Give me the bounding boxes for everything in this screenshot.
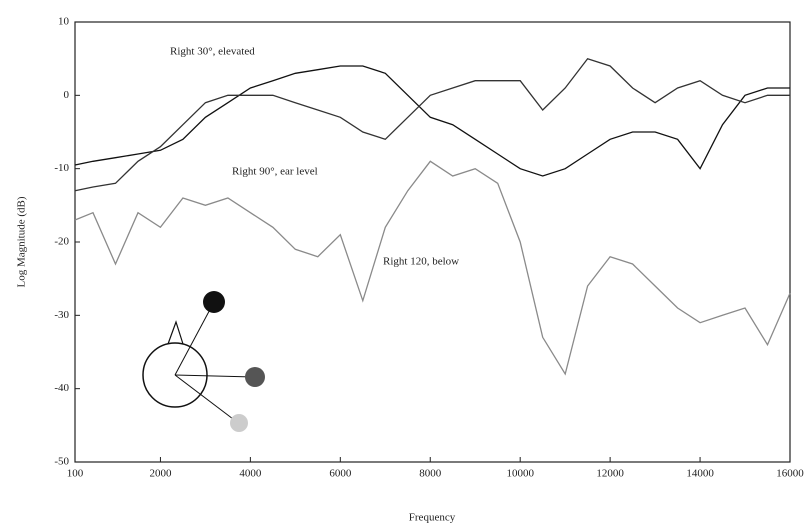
x-axis-label: Frequency [409, 512, 456, 524]
direction-line [174, 374, 238, 423]
inset-diagram [142, 291, 265, 432]
head-circle [142, 342, 208, 408]
nose [167, 320, 184, 345]
source-dot [245, 367, 265, 387]
direction-line [174, 301, 215, 376]
x-tick-label: 6000 [329, 468, 352, 480]
source-dot [230, 414, 248, 432]
series-label: Right 90°, ear level [232, 166, 318, 178]
source-dot [203, 291, 225, 313]
x-tick-label: 100 [67, 468, 84, 480]
series-line [74, 65, 790, 177]
series-label: Right 30°, elevated [170, 46, 255, 58]
x-tick-label: 16000 [776, 468, 804, 480]
x-tick-label: 8000 [419, 468, 442, 480]
y-tick-label: -50 [54, 456, 69, 468]
x-tick-label: 12000 [596, 468, 624, 480]
y-tick-label: 10 [58, 16, 70, 28]
series-line [74, 160, 791, 376]
x-tick-label: 14000 [686, 468, 714, 480]
x-tick-label: 4000 [239, 468, 262, 480]
x-tick-label: 2000 [149, 468, 172, 480]
x-tick-label: 10000 [506, 468, 534, 480]
series-label: Right 120, below [383, 256, 459, 268]
y-tick-label: -40 [54, 382, 69, 394]
y-tick-label: 0 [64, 89, 70, 101]
y-axis-label: Log Magnitude (dB) [16, 196, 28, 287]
y-tick-label: -10 [54, 162, 69, 174]
direction-line [174, 374, 255, 378]
y-tick-label: -30 [54, 309, 69, 321]
series-line [74, 57, 790, 192]
plot-frame [74, 21, 791, 463]
y-tick-label: -20 [54, 236, 69, 248]
